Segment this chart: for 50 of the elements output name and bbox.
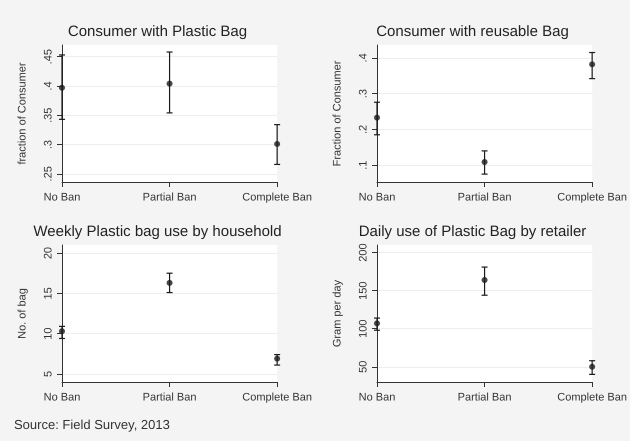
y-tick-label: 50 <box>358 360 370 373</box>
x-tick-label: Complete Ban <box>242 392 312 404</box>
y-axis-title: No. of bag <box>16 288 28 339</box>
point <box>59 84 65 91</box>
chart-title: Weekly Plastic bag use by household <box>33 223 282 240</box>
point <box>274 140 280 147</box>
point <box>374 320 380 326</box>
point <box>482 277 488 284</box>
y-tick-label: .2 <box>358 124 370 134</box>
x-tick-label: Partial Ban <box>458 392 512 404</box>
x-tick-label: No Ban <box>44 192 80 204</box>
x-tick-label: Partial Ban <box>142 392 196 404</box>
y-axis-title: Fraction of Consumer <box>332 60 344 166</box>
chart-title: Consumer with Plastic Bag <box>68 23 248 40</box>
y-tick-label: 150 <box>358 281 370 300</box>
x-tick-label: No Ban <box>358 392 396 404</box>
point <box>166 280 173 286</box>
y-tick-label: 15 <box>42 287 54 300</box>
y-tick-label: .45 <box>42 49 54 64</box>
point <box>374 114 380 121</box>
point <box>274 356 280 362</box>
y-tick-label: .4 <box>358 53 370 62</box>
chart-title: Consumer with reusable Bag <box>376 23 569 40</box>
x-tick-label: Complete Ban <box>242 192 312 204</box>
x-tick-label: Partial Ban <box>142 192 196 204</box>
x-tick-label: No Ban <box>44 392 80 404</box>
source-note: Source: Field Survey, 2013 <box>14 417 170 432</box>
point <box>589 364 596 370</box>
x-tick-label: Complete Ban <box>557 392 628 404</box>
y-tick-label: 5 <box>42 370 54 378</box>
chart-title: Daily use of Plastic Bag by retailer <box>358 223 586 240</box>
y-tick-label: 100 <box>358 320 370 338</box>
point <box>59 328 65 334</box>
y-tick-label: .35 <box>42 108 54 123</box>
y-tick-label: .3 <box>42 140 54 150</box>
x-tick-label: Partial Ban <box>458 192 512 204</box>
x-tick-label: Complete Ban <box>557 192 628 204</box>
point <box>589 61 596 68</box>
y-tick-label: .4 <box>42 81 54 91</box>
y-tick-label: 10 <box>42 328 54 340</box>
x-tick-label: No Ban <box>358 192 396 204</box>
point <box>166 80 173 87</box>
y-tick-label: .1 <box>358 160 370 170</box>
y-axis-title: Gram per day <box>332 279 344 348</box>
y-tick-label: 200 <box>358 243 370 262</box>
point <box>482 158 488 165</box>
y-tick-label: .3 <box>358 89 370 98</box>
y-tick-label: 20 <box>42 246 54 260</box>
y-axis-title: fraction of Consumer <box>16 62 28 165</box>
y-tick-label: .25 <box>42 166 54 182</box>
